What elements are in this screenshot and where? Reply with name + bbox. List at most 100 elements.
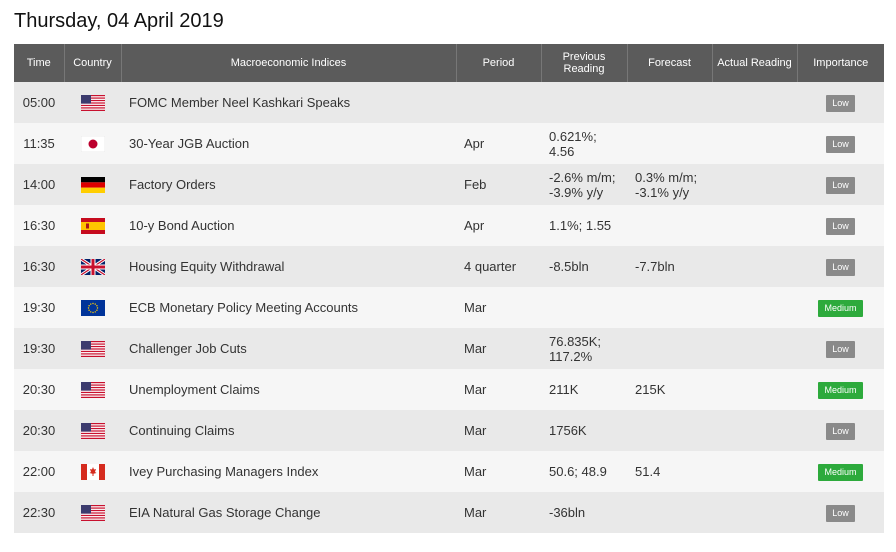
row-importance: Medium (797, 287, 884, 328)
table-row: 22:00 Ivey Purchasing Managers Index Mar 50… (14, 451, 884, 492)
row-previous (541, 82, 627, 123)
table-row: 19:30 ECB Monetary Policy Meeting Account… (14, 287, 884, 328)
row-previous: -36bln (541, 492, 627, 533)
importance-badge: Low (826, 504, 855, 522)
row-time: 22:00 (14, 451, 64, 492)
row-indicator: 30-Year JGB Auction (121, 123, 456, 164)
importance-badge: Low (826, 340, 855, 358)
row-previous: 211K (541, 369, 627, 410)
col-forecast: Forecast (627, 44, 713, 82)
row-indicator: ECB Monetary Policy Meeting Accounts (121, 287, 456, 328)
us-flag-icon (80, 94, 105, 111)
row-time: 16:30 (14, 205, 64, 246)
table-row: 20:30 Unemployment Claims Mar 211K 215K Mediu… (14, 369, 884, 410)
row-time: 11:35 (14, 123, 64, 164)
jp-flag-icon (80, 135, 105, 152)
row-previous: 0.621%; 4.56 (541, 123, 627, 164)
col-period: Period (456, 44, 542, 82)
row-time: 20:30 (14, 410, 64, 451)
row-country (64, 205, 121, 246)
row-forecast: 51.4 (627, 451, 712, 492)
row-actual (712, 328, 797, 369)
row-forecast (627, 410, 712, 451)
eu-flag-icon (80, 299, 105, 316)
row-previous: -8.5bln (541, 246, 627, 287)
row-forecast: 215K (627, 369, 712, 410)
row-indicator: Continuing Claims (121, 410, 456, 451)
row-importance: Low (797, 410, 884, 451)
row-period: Mar (456, 451, 541, 492)
row-country (64, 164, 121, 205)
row-forecast (627, 287, 712, 328)
row-importance: Low (797, 328, 884, 369)
row-forecast (627, 492, 712, 533)
col-actual: Actual Reading (712, 44, 798, 82)
row-previous: 1756K (541, 410, 627, 451)
row-period (456, 82, 541, 123)
row-country (64, 451, 121, 492)
row-time: 19:30 (14, 287, 64, 328)
row-importance: Medium (797, 369, 884, 410)
row-time: 16:30 (14, 246, 64, 287)
row-actual (712, 123, 797, 164)
importance-badge: Low (826, 258, 855, 276)
table-header: Time Country Macroeconomic Indices Perio… (14, 44, 884, 82)
us-flag-icon (80, 504, 105, 521)
row-actual (712, 451, 797, 492)
row-actual (712, 82, 797, 123)
row-period: Mar (456, 328, 541, 369)
row-time: 14:00 (14, 164, 64, 205)
importance-badge: Low (826, 94, 855, 112)
importance-badge: Medium (818, 381, 863, 399)
row-actual (712, 492, 797, 533)
row-forecast (627, 205, 712, 246)
table-row: 20:30 Continuing Claims Mar 1756K Low (14, 410, 884, 451)
importance-badge: Low (826, 422, 855, 440)
row-forecast: 0.3% m/m; -3.1% y/y (627, 164, 712, 205)
row-country (64, 410, 121, 451)
row-period: Apr (456, 205, 541, 246)
row-actual (712, 246, 797, 287)
row-indicator: Factory Orders (121, 164, 456, 205)
col-importance: Importance (797, 44, 884, 82)
row-period: 4 quarter (456, 246, 541, 287)
table-row: 16:30 Housing Equity Withdrawal 4 quarter -… (14, 246, 884, 287)
row-previous: -2.6% m/m; -3.9% y/y (541, 164, 627, 205)
row-actual (712, 205, 797, 246)
importance-badge: Low (826, 135, 855, 153)
table-row: 22:30 EIA Natural Gas Storage Change Mar -3… (14, 492, 884, 533)
row-time: 05:00 (14, 82, 64, 123)
col-previous: Previous Reading (541, 44, 628, 82)
row-importance: Medium (797, 451, 884, 492)
ca-flag-icon (80, 463, 105, 480)
row-indicator: 10-y Bond Auction (121, 205, 456, 246)
us-flag-icon (80, 340, 105, 357)
row-period: Apr (456, 123, 541, 164)
table-row: 11:35 30-Year JGB Auction Apr 0.621%; 4.56 L… (14, 123, 884, 164)
us-flag-icon (80, 422, 105, 439)
row-period: Mar (456, 492, 541, 533)
col-indices: Macroeconomic Indices (121, 44, 457, 82)
col-country: Country (64, 44, 122, 82)
row-period: Feb (456, 164, 541, 205)
row-indicator: FOMC Member Neel Kashkari Speaks (121, 82, 456, 123)
row-country (64, 123, 121, 164)
row-actual (712, 369, 797, 410)
row-importance: Low (797, 246, 884, 287)
row-previous (541, 287, 627, 328)
importance-badge: Medium (818, 463, 863, 481)
table-row: 14:00 Factory Orders Feb -2.6% m/m; -3.9% y… (14, 164, 884, 205)
row-forecast: -7.7bln (627, 246, 712, 287)
row-importance: Low (797, 82, 884, 123)
importance-badge: Low (826, 176, 855, 194)
gb-flag-icon (80, 258, 105, 275)
de-flag-icon (80, 176, 105, 193)
es-flag-icon (80, 217, 105, 234)
row-time: 20:30 (14, 369, 64, 410)
row-importance: Low (797, 205, 884, 246)
row-country (64, 246, 121, 287)
row-previous: 1.1%; 1.55 (541, 205, 627, 246)
page-title: Thursday, 04 April 2019 (14, 10, 224, 32)
row-indicator: Housing Equity Withdrawal (121, 246, 456, 287)
row-country (64, 369, 121, 410)
